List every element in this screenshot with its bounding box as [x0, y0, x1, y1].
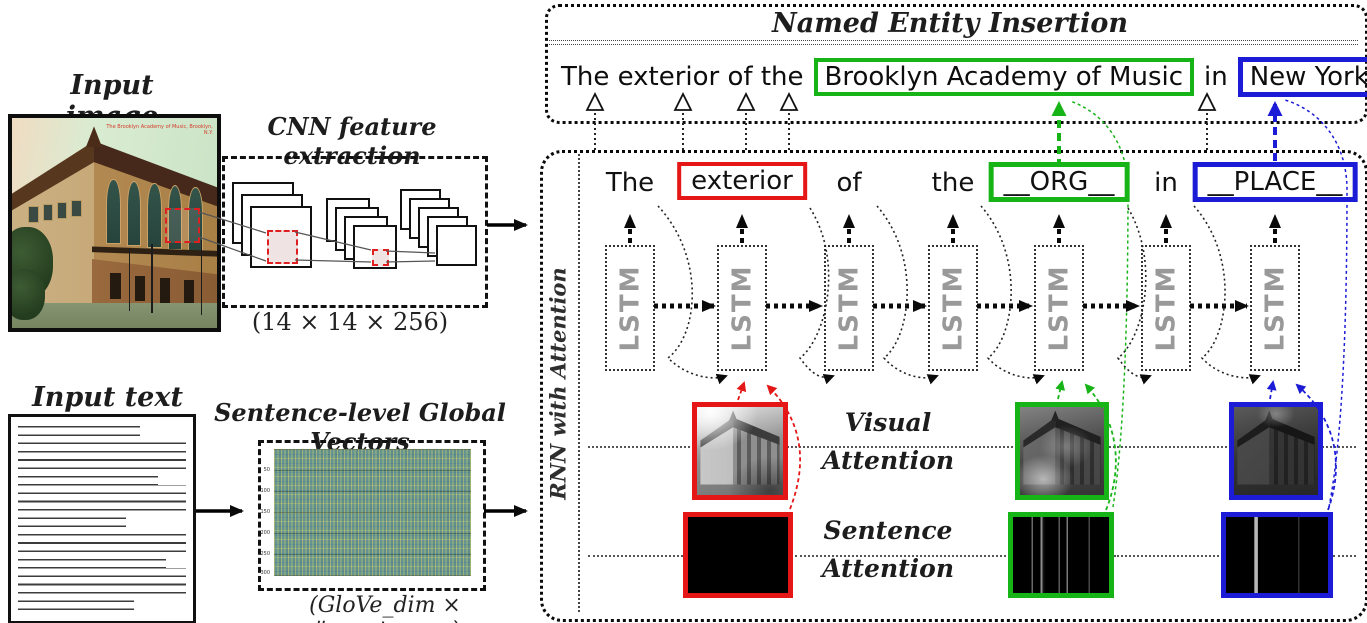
rnn-label-separator [578, 154, 580, 612]
visual-attention-line [1319, 446, 1356, 448]
lstm-label: LSTM [938, 264, 968, 352]
visual-attention-label-1: Visual [844, 408, 932, 437]
glove-tick: 50 [263, 467, 270, 473]
word-in: in [1154, 168, 1178, 198]
lstm-cell-5: LSTM [1034, 245, 1084, 371]
visual-attention-line [588, 446, 690, 448]
glove-heatmap [274, 449, 471, 576]
lstm-cell-2: LSTM [717, 245, 767, 371]
lstm-label: LSTM [1151, 264, 1181, 352]
sentence-attention-label-1: Sentence [823, 516, 953, 545]
word-place-placeholder-box: __PLACE__ [1192, 162, 1358, 202]
lstm-label: LSTM [834, 264, 864, 352]
word-org-placeholder-box: __ORG__ [988, 162, 1130, 202]
cnn-dims-caption: (14 × 14 × 256) [251, 308, 449, 336]
sentence-attention-line [1114, 555, 1219, 557]
glove-tick: 250 [260, 551, 270, 557]
sentence-attention-image-green [1008, 512, 1114, 598]
visual-attention-image-red [692, 402, 788, 500]
document-line-gap [166, 558, 186, 568]
visual-attention-label-2: Attention [821, 446, 955, 475]
glove-tick: 300 [260, 570, 270, 576]
org-entity-box: Brooklyn Academy of Music [813, 58, 1195, 96]
postcard-door [110, 273, 121, 299]
lstm-cell-4: LSTM [928, 245, 978, 371]
cnn-title: CNN feature extraction [267, 112, 437, 170]
glove-matrix-box [258, 440, 486, 591]
postcard-window-small [71, 199, 82, 217]
word-the-2: the [931, 168, 975, 198]
sentence-attention-line [588, 555, 683, 557]
lstm-label: LSTM [1044, 264, 1074, 352]
postcard-door [184, 279, 195, 305]
postcard-canopy [91, 246, 217, 257]
lstm-cell-6: LSTM [1141, 245, 1191, 371]
lstm-cell-3: LSTM [824, 245, 874, 371]
visual-attention-line [784, 446, 1013, 448]
word-exterior-box: exterior [677, 162, 807, 200]
sentence-attention-label-2: Attention [821, 554, 955, 583]
sentence-attention-image-red [683, 512, 793, 598]
lstm-label: LSTM [727, 264, 757, 352]
rnn-panel-label-text: RNN with Attention [545, 266, 571, 500]
sentence-attention-line [795, 555, 1006, 557]
postcard-window [126, 181, 142, 246]
word-the-1: The [605, 168, 655, 198]
postcard-window-small [28, 206, 39, 223]
postcard-caption: The Brooklyn Academy of Music, Brooklyn,… [106, 124, 213, 137]
postcard-window-small [57, 202, 68, 219]
visual-attention-image-blue [1229, 402, 1323, 500]
glove-tick: 100 [260, 488, 270, 494]
postcard-lamp-post [128, 248, 131, 312]
postcard-window [147, 183, 162, 249]
visual-attention-line [1105, 446, 1227, 448]
document-line-gap [126, 517, 186, 527]
postcard-window [106, 178, 121, 244]
glove-tick: 200 [260, 530, 270, 536]
visual-attention-image-green [1015, 402, 1109, 500]
postcard-door [159, 277, 170, 303]
sentence-connector: in [1204, 62, 1228, 92]
sentence-attention-line [1333, 555, 1356, 557]
postcard-window-small [42, 204, 53, 221]
lstm-cell-7: LSTM [1250, 245, 1300, 371]
cnn-feature-map [436, 225, 477, 266]
rnn-with-attention-panel [540, 150, 1367, 622]
word-of: of [836, 168, 862, 198]
lstm-cell-1: LSTM [605, 245, 655, 371]
input-image-postcard: The Brooklyn Academy of Music, Brooklyn,… [8, 114, 221, 332]
postcard-door [135, 275, 146, 301]
nei-separator [549, 40, 1358, 45]
cnn-patch-box-2 [372, 249, 389, 266]
place-entity-box: New York [1237, 57, 1367, 97]
lstm-label: LSTM [1260, 264, 1290, 352]
nei-title: Named Entity Insertion [772, 8, 1128, 39]
document-line-gap [134, 600, 186, 610]
input-text-document [8, 414, 196, 623]
sentence-prefix: The exterior of the [561, 62, 804, 92]
input-text-title: Input text [32, 382, 183, 413]
cnn-patch-box-1 [267, 230, 298, 264]
rnn-panel-label: RNN with Attention [538, 150, 578, 616]
glove-tick: 150 [260, 509, 270, 515]
postcard-lamp-post [200, 239, 203, 316]
generated-sentence: The exterior of the Brooklyn Academy of … [556, 54, 1367, 100]
document-line-gap [158, 475, 186, 485]
postcard-lamp-post [151, 244, 153, 314]
postcard-tree [12, 269, 45, 320]
postcard-zoom-patch-box [165, 208, 200, 243]
document-line-gap [140, 426, 186, 436]
sentence-attention-image-blue [1221, 512, 1333, 598]
glove-dims-caption: (GloVe_dim × #_sentences) [309, 593, 461, 623]
lstm-label: LSTM [615, 264, 645, 352]
named-entity-insertion-panel [545, 4, 1367, 124]
postcard-street [12, 302, 217, 328]
